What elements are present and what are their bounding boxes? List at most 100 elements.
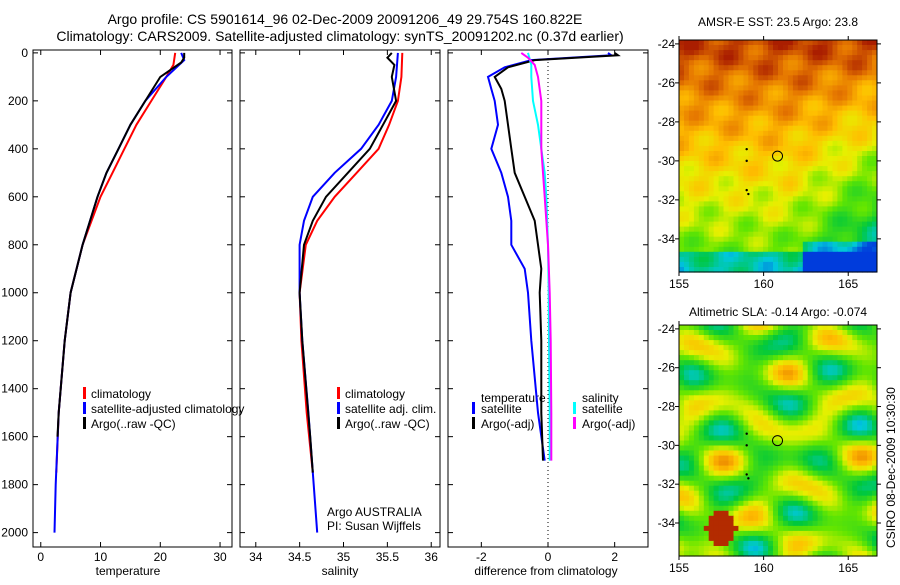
sst-map-cell bbox=[827, 161, 833, 167]
sla-map-cell bbox=[688, 360, 695, 366]
sst-map-cell bbox=[787, 206, 794, 212]
sst-map-cell bbox=[852, 191, 858, 197]
sla-map-cell bbox=[748, 370, 754, 376]
sla-map-cell bbox=[852, 330, 858, 336]
sla-map-cell bbox=[872, 405, 878, 411]
sst-map-cell bbox=[857, 70, 863, 76]
sla-map-cell bbox=[713, 335, 720, 341]
sst-map-cell bbox=[713, 226, 720, 233]
sst-map-cell bbox=[802, 251, 809, 258]
sst-map-cell bbox=[693, 181, 700, 187]
sst-map-cell bbox=[787, 251, 794, 258]
sla-map-cell bbox=[817, 495, 824, 502]
sla-map-cell bbox=[718, 425, 725, 431]
sst-map-cell bbox=[698, 125, 705, 132]
sla-map-cell bbox=[807, 535, 814, 542]
sst-map-cell bbox=[684, 145, 690, 152]
sla-map-cell bbox=[787, 470, 794, 477]
sst-map-cell bbox=[862, 130, 868, 137]
sla-map-cell bbox=[768, 530, 774, 537]
sst-map-cell bbox=[684, 105, 690, 112]
sla-map-cell bbox=[827, 350, 833, 356]
sst-map-cell bbox=[723, 115, 729, 122]
sst-map-cell bbox=[768, 171, 774, 177]
sst-map-cell bbox=[817, 267, 824, 273]
sst-map-cell bbox=[802, 90, 809, 96]
sla-map-cell bbox=[723, 330, 729, 336]
sla-map-cell bbox=[783, 485, 789, 492]
sla-map-cell bbox=[708, 480, 715, 487]
sla-map-cell bbox=[693, 551, 700, 557]
sla-map-cell bbox=[807, 375, 814, 381]
sla-map-cell bbox=[768, 475, 774, 482]
sla-map-cell bbox=[728, 480, 734, 487]
sla-map-cell bbox=[688, 455, 695, 462]
sla-map-cell bbox=[842, 350, 848, 356]
sst-map-cell bbox=[802, 151, 809, 157]
sst-map-cell bbox=[832, 140, 838, 147]
sla-map-cell bbox=[842, 490, 848, 497]
sla-map-cell bbox=[847, 425, 853, 431]
sst-map-cell bbox=[837, 50, 843, 56]
sst-map-cell bbox=[703, 70, 710, 76]
sst-map-cell bbox=[773, 181, 779, 187]
sst-map-cell bbox=[822, 231, 828, 238]
sla-map-cell bbox=[862, 495, 868, 502]
sst-map-cell bbox=[748, 85, 754, 91]
sst-map-cell bbox=[703, 246, 710, 253]
sst-map-cell bbox=[684, 226, 690, 233]
sla-map-cell bbox=[708, 440, 715, 447]
sst-map-cell bbox=[817, 191, 824, 197]
sla-map-cell bbox=[758, 530, 764, 537]
sla-map-cell bbox=[684, 360, 690, 366]
sla-map-cell bbox=[822, 445, 828, 452]
sla-map-cell bbox=[802, 425, 809, 431]
sst-map-cell bbox=[847, 191, 853, 197]
sla-map-cell bbox=[783, 420, 789, 426]
sla-map-cell bbox=[713, 505, 720, 512]
sst-map-cell bbox=[783, 241, 789, 248]
sla-map-cell bbox=[698, 520, 705, 527]
sst-map-cell bbox=[797, 70, 804, 76]
difference-series-cyan bbox=[527, 52, 551, 461]
sst-map-cell bbox=[698, 206, 705, 212]
sst-map-cell bbox=[693, 241, 700, 248]
sla-map-cell bbox=[817, 405, 824, 411]
sst-map-cell bbox=[862, 216, 868, 223]
sst-map-cell bbox=[703, 181, 710, 187]
sla-map-cell bbox=[847, 535, 853, 542]
sla-map-cell bbox=[812, 375, 819, 381]
sst-map-cell bbox=[802, 241, 809, 248]
sla-map-cell bbox=[738, 490, 744, 497]
sst-map-cell bbox=[743, 156, 749, 162]
sst-map-cell bbox=[847, 125, 853, 132]
sla-map-cell bbox=[758, 525, 764, 532]
sst-map-cell bbox=[802, 65, 809, 71]
sla-map-cell bbox=[832, 520, 838, 527]
sst-map-cell bbox=[797, 135, 804, 142]
sst-map-cell bbox=[703, 161, 710, 167]
sla-map-cell bbox=[832, 485, 838, 492]
sla-map-cell bbox=[713, 480, 720, 487]
sst-map-cell bbox=[679, 211, 685, 218]
sst-map-cell bbox=[758, 256, 764, 263]
sst-map-cell bbox=[827, 151, 833, 157]
sla-map-cell bbox=[743, 400, 749, 406]
sla-map-cell bbox=[773, 350, 779, 356]
sla-map-cell bbox=[718, 551, 725, 557]
sst-map-cell bbox=[857, 267, 863, 273]
sst-map-cell bbox=[797, 140, 804, 147]
sst-map-cell bbox=[733, 80, 739, 86]
sst-map-cell bbox=[837, 261, 843, 268]
sla-map-cell bbox=[693, 350, 700, 356]
sla-map-cell bbox=[743, 460, 749, 467]
sla-map-cell bbox=[857, 445, 863, 452]
sst-map-cell bbox=[758, 110, 764, 117]
sst-map-cell bbox=[832, 105, 838, 112]
sst-map-cell bbox=[787, 95, 794, 102]
sst-map-cell bbox=[812, 55, 819, 61]
sst-map-cell bbox=[768, 60, 774, 66]
sla-map-cell bbox=[787, 460, 794, 467]
sst-map-cell bbox=[797, 211, 804, 218]
sst-map-cell bbox=[852, 231, 858, 238]
